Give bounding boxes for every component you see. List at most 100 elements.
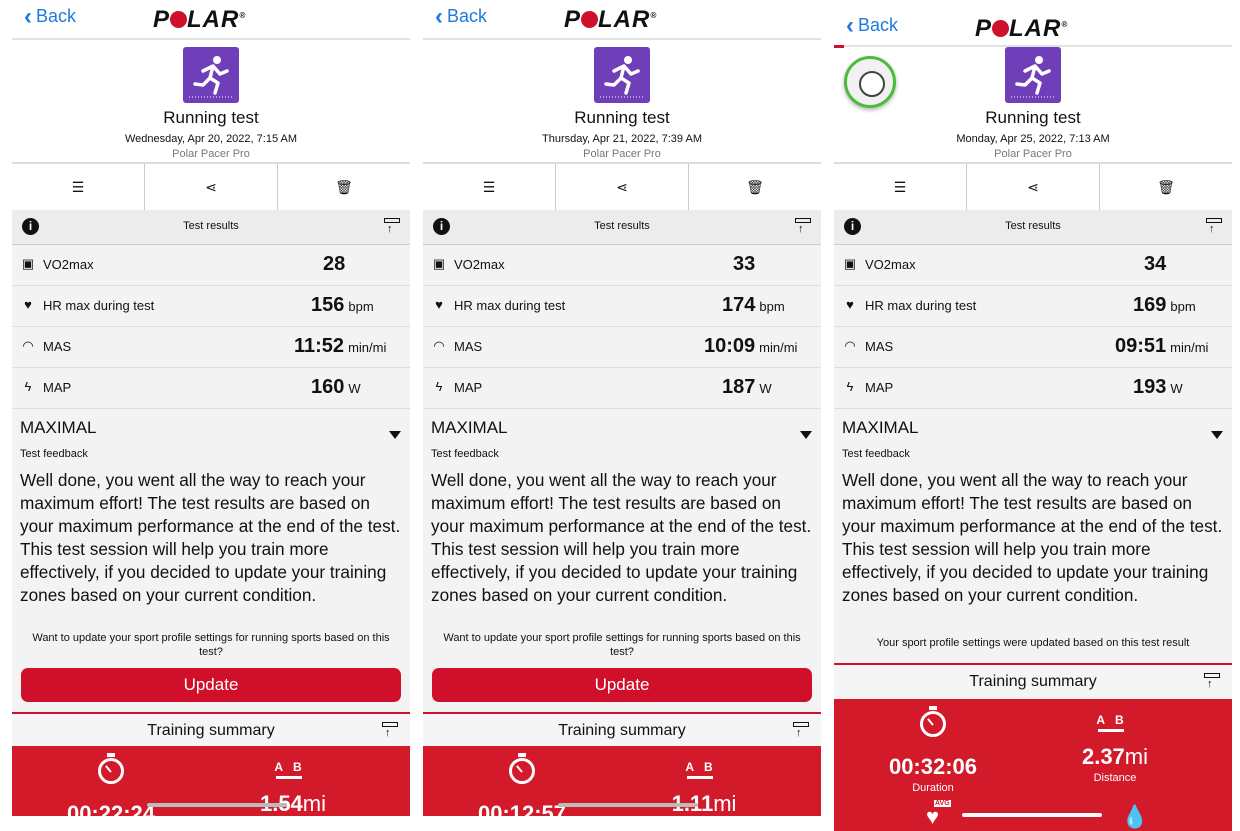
- calories-icon: 💧: [1121, 804, 1149, 829]
- chevron-left-icon: ‹: [24, 2, 32, 30]
- session-date: Wednesday, Apr 20, 2022, 7:15 AM: [124, 133, 298, 145]
- scrollbar[interactable]: [558, 803, 698, 807]
- duration-value: 00:32:06: [888, 754, 978, 779]
- share-icon: ⋖: [205, 178, 217, 195]
- collapse-icon[interactable]: ↑: [793, 722, 809, 739]
- speedometer-icon: ◠: [844, 338, 856, 353]
- list-button[interactable]: ☰: [423, 164, 556, 210]
- update-button[interactable]: Update: [21, 668, 401, 702]
- vo2max-icon: ▣: [21, 256, 35, 271]
- metric-mas: ◠ MAS 09:51 min/mi: [834, 327, 1232, 368]
- running-test-screen-2: ‹ Back P LAR® Running test Thursday, Apr 2…: [423, 0, 821, 831]
- collapse-icon[interactable]: ↑: [1206, 218, 1222, 235]
- top-bar: ‹ Back P LAR®: [12, 0, 410, 40]
- metric-mas: ◠ MAS 10:09 min/mi: [423, 327, 821, 368]
- metric-vo2max: ▣ VO2max 34: [834, 245, 1232, 286]
- vo2max-icon: ▣: [432, 256, 446, 271]
- info-icon[interactable]: i: [844, 218, 861, 235]
- update-question: Want to update your sport profile settin…: [32, 632, 390, 658]
- running-sport-icon: [1005, 47, 1061, 103]
- collapse-icon[interactable]: ↑: [1204, 673, 1220, 690]
- delete-button[interactable]: 🗑: [1100, 164, 1232, 210]
- share-button[interactable]: ⋖: [967, 164, 1100, 210]
- metric-vo2max: ▣ VO2max 28: [12, 245, 410, 286]
- duration-value: 00:22:24: [66, 801, 156, 816]
- heart-icon: ♥: [435, 297, 443, 312]
- action-bar: ☰ ⋖ 🗑: [12, 162, 410, 212]
- back-button[interactable]: ‹ Back: [846, 11, 899, 39]
- lightning-icon: ϟ: [24, 379, 32, 394]
- stopwatch-icon: [98, 753, 124, 784]
- list-button[interactable]: ☰: [12, 164, 145, 210]
- feedback-text: Well done, you went all the way to reach…: [20, 470, 401, 605]
- scrollbar[interactable]: [147, 803, 287, 807]
- test-results-header: i Test results ↑: [423, 210, 821, 246]
- training-summary-header: Training summary ↑: [423, 712, 821, 747]
- top-bar: ‹ Back P LAR®: [423, 0, 821, 40]
- expand-icon[interactable]: [800, 431, 812, 439]
- delete-button[interactable]: 🗑: [689, 164, 821, 210]
- test-feedback: MAXIMAL Test feedback Well done, you wen…: [834, 409, 1232, 663]
- lightning-icon: ϟ: [846, 379, 854, 394]
- duration-value: 00:12:57: [477, 801, 567, 816]
- action-bar: ☰ ⋖ 🗑: [423, 162, 821, 212]
- list-icon: ☰: [482, 178, 496, 195]
- page-title: Running test: [163, 108, 259, 127]
- collapse-icon[interactable]: ↑: [384, 218, 400, 235]
- metric-mas: ◠ MAS 11:52 min/mi: [12, 327, 410, 368]
- updated-message: Your sport profile settings were updated…: [876, 637, 1190, 649]
- test-results-header: i Test results ↑: [834, 210, 1232, 246]
- stopwatch-icon: [920, 706, 946, 737]
- speedometer-icon: ◠: [22, 338, 34, 353]
- expand-icon[interactable]: [1211, 431, 1223, 439]
- session-date: Thursday, Apr 21, 2022, 7:39 AM: [541, 133, 702, 145]
- metric-hr-max: ♥ HR max during test 169 bpm: [834, 286, 1232, 327]
- test-feedback: MAXIMAL Test feedback Well done, you wen…: [12, 409, 410, 713]
- list-icon: ☰: [71, 178, 85, 195]
- device-name: Polar Pacer Pro: [994, 148, 1072, 160]
- info-icon[interactable]: i: [22, 218, 39, 235]
- collapse-icon[interactable]: ↑: [382, 722, 398, 739]
- device-name: Polar Pacer Pro: [583, 148, 661, 160]
- metric-hr-max: ♥ HR max during test 174 bpm: [423, 286, 821, 327]
- share-icon: ⋖: [616, 178, 628, 195]
- metric-vo2max: ▣ VO2max 33: [423, 245, 821, 286]
- distance-icon: AB: [685, 761, 722, 779]
- list-button[interactable]: ☰: [834, 164, 967, 210]
- heart-icon: ♥: [24, 297, 32, 312]
- polar-logo: P LAR®: [975, 15, 1069, 42]
- delete-button[interactable]: 🗑: [278, 164, 410, 210]
- expand-icon[interactable]: [389, 431, 401, 439]
- polar-logo: P LAR®: [564, 6, 658, 33]
- share-button[interactable]: ⋖: [145, 164, 278, 210]
- scrollbar[interactable]: [962, 813, 1102, 817]
- back-button[interactable]: ‹ Back: [24, 2, 77, 30]
- distance-value: 2.37: [1081, 744, 1125, 769]
- share-icon: ⋖: [1027, 178, 1039, 195]
- top-bar: ‹ Back P LAR®: [834, 9, 1232, 47]
- speedometer-icon: ◠: [433, 338, 445, 353]
- trash-icon: 🗑: [1157, 178, 1175, 195]
- share-button[interactable]: ⋖: [556, 164, 689, 210]
- sync-watch-icon[interactable]: [844, 56, 896, 108]
- training-summary-header: Training summary ↑: [834, 663, 1232, 699]
- lightning-icon: ϟ: [435, 379, 443, 394]
- polar-logo: P LAR®: [153, 6, 247, 33]
- list-icon: ☰: [893, 178, 907, 195]
- training-summary-header: Training summary ↑: [12, 712, 410, 747]
- running-test-screen-3: ‹ Back P LAR® Running test Monday, Apr 25,…: [834, 0, 1232, 831]
- back-button[interactable]: ‹ Back: [435, 2, 488, 30]
- info-icon[interactable]: i: [433, 218, 450, 235]
- stopwatch-icon: [509, 753, 535, 784]
- metric-map: ϟ MAP 193 W: [834, 368, 1232, 409]
- trash-icon: 🗑: [335, 178, 353, 195]
- update-button[interactable]: Update: [432, 668, 812, 702]
- collapse-icon[interactable]: ↑: [795, 218, 811, 235]
- avg-heart-rate-icon: ♥ AVG: [926, 800, 951, 829]
- test-feedback: MAXIMAL Test feedback Well done, you wen…: [423, 409, 821, 713]
- heart-icon: ♥: [846, 297, 854, 312]
- progress-line: [834, 45, 844, 48]
- chevron-left-icon: ‹: [435, 2, 443, 30]
- metric-hr-max: ♥ HR max during test 156 bpm: [12, 286, 410, 327]
- feedback-text: Well done, you went all the way to reach…: [431, 470, 812, 605]
